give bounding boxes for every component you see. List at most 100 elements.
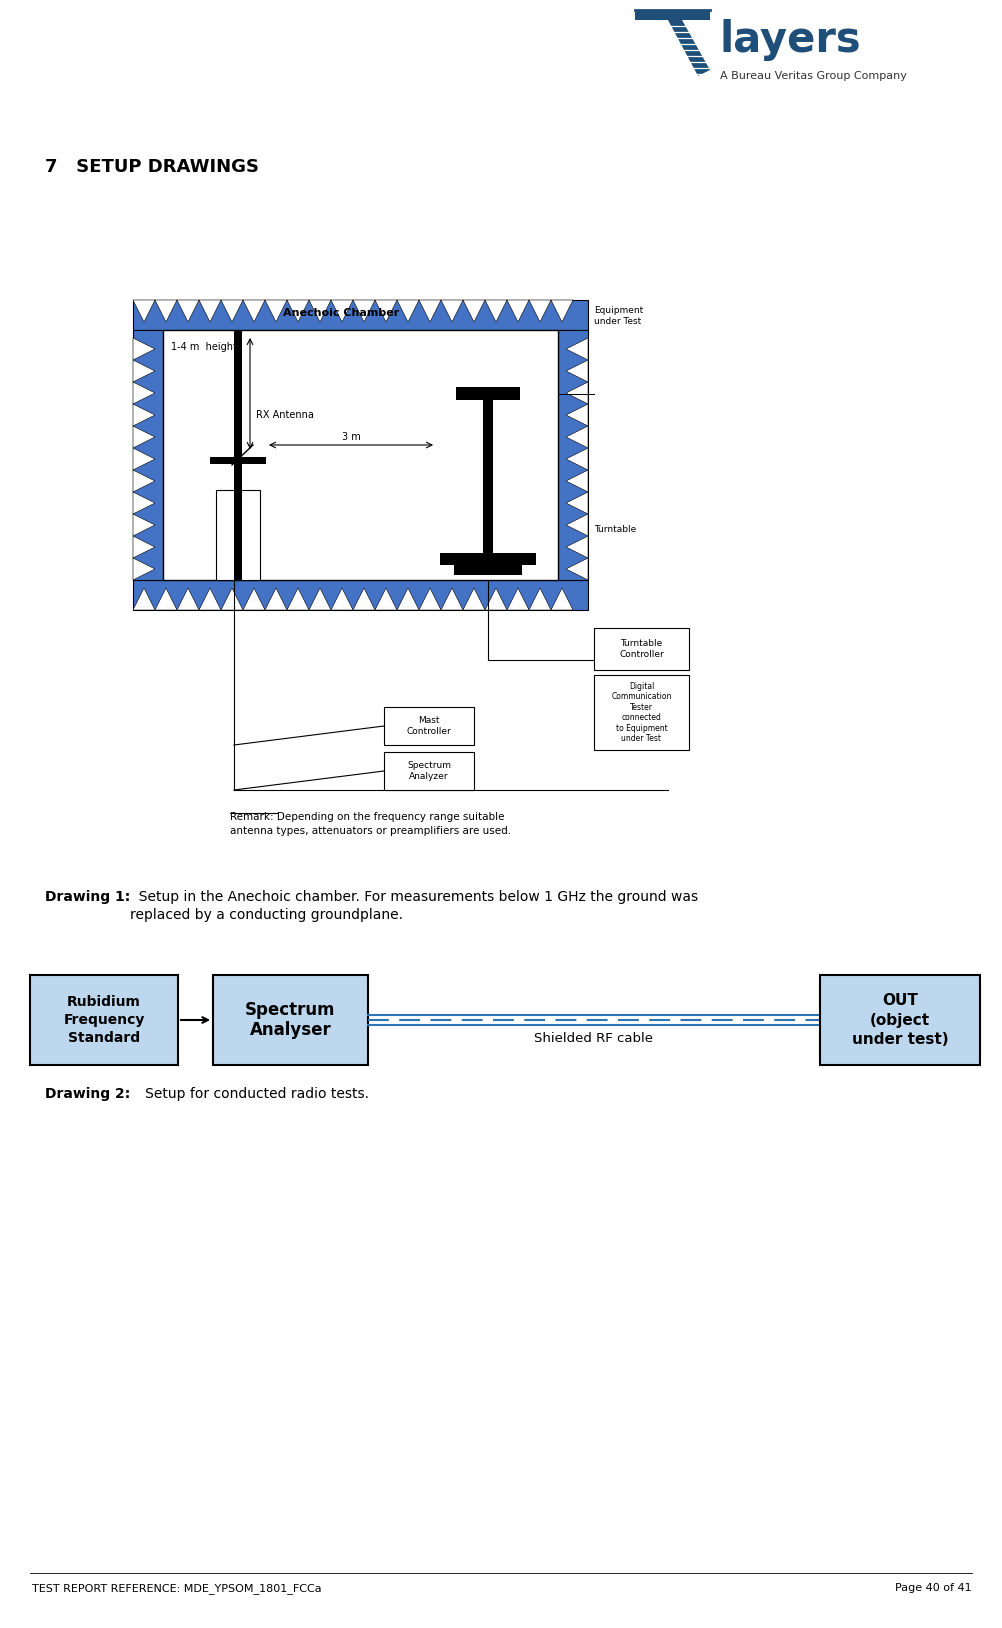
Polygon shape: [133, 360, 155, 383]
Text: Turntable: Turntable: [594, 524, 636, 534]
Polygon shape: [243, 588, 265, 610]
Text: Spectrum
Analyser: Spectrum Analyser: [245, 1001, 336, 1039]
Text: Equipment
under Test: Equipment under Test: [594, 306, 643, 326]
Text: OUT
(object
under test): OUT (object under test): [852, 993, 948, 1047]
Text: 3 m: 3 m: [342, 431, 361, 441]
Bar: [213, 975, 368, 1065]
Polygon shape: [463, 300, 485, 322]
Bar: [594, 676, 689, 751]
Polygon shape: [199, 300, 221, 322]
Text: antenna types, attenuators or preamplifiers are used.: antenna types, attenuators or preamplifi…: [230, 825, 511, 837]
Bar: [558, 330, 588, 580]
Polygon shape: [287, 300, 309, 322]
Polygon shape: [507, 300, 529, 322]
Text: Digital
Communication
Tester
connected
to Equipment
under Test: Digital Communication Tester connected t…: [611, 682, 671, 742]
Polygon shape: [133, 558, 155, 580]
Polygon shape: [133, 448, 155, 470]
Polygon shape: [566, 339, 588, 360]
Bar: [234, 330, 242, 580]
Polygon shape: [419, 588, 441, 610]
Text: Setup for conducted radio tests.: Setup for conducted radio tests.: [132, 1088, 369, 1101]
Polygon shape: [551, 588, 573, 610]
Polygon shape: [566, 383, 588, 404]
Polygon shape: [133, 339, 155, 360]
Bar: [210, 457, 266, 464]
Polygon shape: [353, 588, 375, 610]
Polygon shape: [331, 588, 353, 610]
Text: Remark: Depending on the frequency range suitable: Remark: Depending on the frequency range…: [230, 812, 504, 822]
Polygon shape: [199, 588, 221, 610]
Polygon shape: [463, 588, 485, 610]
Polygon shape: [566, 427, 588, 448]
Polygon shape: [243, 300, 265, 322]
Polygon shape: [221, 588, 243, 610]
Polygon shape: [529, 588, 551, 610]
Polygon shape: [566, 404, 588, 427]
Text: 7   SETUP DRAWINGS: 7 SETUP DRAWINGS: [45, 158, 259, 176]
Polygon shape: [441, 300, 463, 322]
Polygon shape: [566, 448, 588, 470]
Bar: [234, 480, 242, 580]
Polygon shape: [133, 536, 155, 558]
Text: Page 40 of 41: Page 40 of 41: [896, 1582, 972, 1594]
Polygon shape: [133, 514, 155, 536]
Polygon shape: [485, 588, 507, 610]
Text: Setup in the Anechoic chamber. For measurements below 1 GHz the ground was: Setup in the Anechoic chamber. For measu…: [130, 891, 698, 904]
Polygon shape: [309, 588, 331, 610]
Text: layers: layers: [720, 20, 862, 60]
Text: Rubidium
Frequency
Standard: Rubidium Frequency Standard: [63, 995, 144, 1045]
Polygon shape: [635, 10, 710, 77]
Polygon shape: [397, 300, 419, 322]
Text: RX Antenna: RX Antenna: [256, 410, 314, 420]
Polygon shape: [177, 300, 199, 322]
Polygon shape: [566, 536, 588, 558]
Bar: [133, 300, 588, 330]
Polygon shape: [419, 300, 441, 322]
Bar: [384, 752, 474, 790]
Polygon shape: [133, 300, 155, 322]
Polygon shape: [551, 300, 573, 322]
Polygon shape: [397, 588, 419, 610]
Polygon shape: [133, 383, 155, 404]
Polygon shape: [485, 300, 507, 322]
Text: TEST REPORT REFERENCE: MDE_YPSOM_1801_FCCa: TEST REPORT REFERENCE: MDE_YPSOM_1801_FC…: [32, 1582, 322, 1594]
Bar: [133, 580, 588, 610]
Text: Turntable
Controller: Turntable Controller: [619, 640, 664, 659]
Text: replaced by a conducting groundplane.: replaced by a conducting groundplane.: [130, 908, 403, 921]
Polygon shape: [133, 588, 155, 610]
Polygon shape: [353, 300, 375, 322]
Bar: [820, 975, 980, 1065]
Bar: [456, 387, 520, 400]
Bar: [454, 563, 522, 575]
Polygon shape: [566, 492, 588, 514]
Polygon shape: [265, 300, 287, 322]
Text: A Bureau Veritas Group Company: A Bureau Veritas Group Company: [720, 72, 907, 81]
Polygon shape: [309, 300, 331, 322]
Polygon shape: [133, 404, 155, 427]
Text: Drawing 2:: Drawing 2:: [45, 1088, 130, 1101]
Bar: [133, 330, 163, 580]
Bar: [216, 490, 260, 580]
Polygon shape: [133, 470, 155, 492]
Polygon shape: [221, 300, 243, 322]
Polygon shape: [566, 470, 588, 492]
Polygon shape: [155, 300, 177, 322]
Polygon shape: [529, 300, 551, 322]
Polygon shape: [133, 427, 155, 448]
Bar: [483, 400, 493, 555]
Polygon shape: [265, 588, 287, 610]
Text: Spectrum
Analyzer: Spectrum Analyzer: [407, 762, 451, 781]
Polygon shape: [177, 588, 199, 610]
Text: 1-4 m  height: 1-4 m height: [171, 342, 236, 352]
Polygon shape: [331, 300, 353, 322]
Text: Drawing 1:: Drawing 1:: [45, 891, 130, 904]
Bar: [30, 975, 178, 1065]
Text: Anechoic Chamber: Anechoic Chamber: [283, 308, 399, 317]
Polygon shape: [155, 588, 177, 610]
Polygon shape: [287, 588, 309, 610]
Polygon shape: [133, 492, 155, 514]
Polygon shape: [566, 360, 588, 383]
Polygon shape: [441, 588, 463, 610]
Polygon shape: [375, 300, 397, 322]
Polygon shape: [566, 514, 588, 536]
